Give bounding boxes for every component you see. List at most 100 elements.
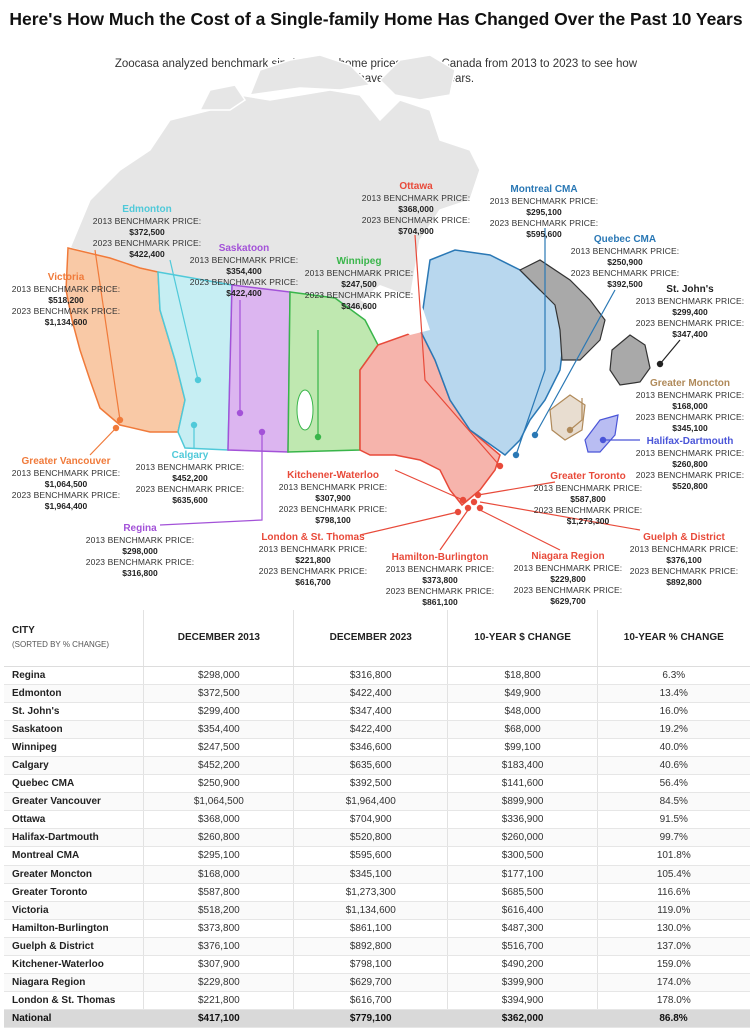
edmonton-leader-line: [169, 259, 199, 381]
label-value-2023: $345,100: [672, 423, 708, 433]
table-row: Quebec CMA $250,900 $392,500 $141,600 56.4%: [4, 774, 750, 794]
label-caption-2023: 2023 BENCHMARK PRICE:: [304, 290, 414, 300]
header-city: CITY (SORTED BY % CHANGE): [4, 610, 145, 667]
saskatchewan-shape: [227, 284, 291, 453]
hamilton-leader-line: [439, 509, 469, 551]
label-name: Halifax-Dartmouth: [646, 436, 734, 447]
label-value-2013: $307,900: [315, 493, 351, 503]
label-value-2023: $892,800: [666, 577, 702, 587]
edmonton-dot: [194, 376, 202, 384]
label-kitchener: Kitchener-Waterloo 2013 BENCHMARK PRICE:…: [277, 469, 389, 526]
label-caption-2013: 2013 BENCHMARK PRICE:: [385, 564, 495, 574]
cell-dollar-change: $141,600: [447, 774, 599, 794]
label-halifax: Halifax-Dartmouth 2013 BENCHMARK PRICE: …: [634, 435, 746, 492]
cell-dollar-change: $177,100: [447, 865, 599, 884]
label-name: Regina: [123, 523, 157, 534]
cell-pct-change: 91.5%: [597, 810, 750, 830]
label-name: Quebec CMA: [593, 234, 657, 245]
quebec-shape: [419, 249, 566, 456]
cell-pct-change: 105.4%: [597, 865, 750, 884]
label-value-2023: $422,400: [129, 249, 165, 259]
label-caption-2023: 2023 BENCHMARK PRICE:: [635, 412, 745, 422]
label-moncton: Greater Moncton 2013 BENCHMARK PRICE: $1…: [634, 377, 746, 434]
victoria-leader-line: [94, 249, 121, 421]
cell-dollar-change: $99,100: [447, 738, 599, 757]
cell-dec2023: $1,134,600: [293, 901, 449, 920]
cell-pct-change: 101.8%: [597, 846, 750, 866]
cell-city: Greater Toronto: [4, 883, 145, 902]
label-caption-2023: 2023 BENCHMARK PRICE:: [135, 484, 245, 494]
label-niagara: Niagara Region 2013 BENCHMARK PRICE: $22…: [512, 550, 624, 607]
table-row: Greater Vancouver $1,064,500 $1,964,400 $89…: [4, 792, 750, 812]
table-row: Victoria $518,200 $1,134,600 $616,400 119.0%: [4, 901, 750, 920]
label-name: Calgary: [171, 450, 209, 461]
cell-city: St. John's: [4, 702, 145, 721]
arctic-islands-shape: [198, 84, 247, 111]
table-row: Hamilton-Burlington $373,800 $861,100 $487,…: [4, 919, 750, 938]
cell-dec2013: $295,100: [143, 846, 295, 866]
label-value-2023: $392,500: [607, 279, 643, 289]
label-name: Greater Moncton: [649, 378, 730, 389]
label-ottawa: Ottawa 2013 BENCHMARK PRICE: $368,000 20…: [360, 180, 472, 237]
cell-pct-change: 178.0%: [597, 991, 750, 1011]
cell-dollar-change: $399,900: [447, 973, 599, 993]
cell-dec2013: $376,100: [143, 937, 295, 957]
table-row: Greater Toronto $587,800 $1,273,300 $685,50…: [4, 883, 750, 902]
cell-dec2013: $373,800: [143, 919, 295, 938]
cell-dollar-change: $616,400: [447, 901, 599, 920]
cell-dollar-change: $362,000: [447, 1009, 599, 1029]
niagara-leader-line: [479, 509, 561, 551]
label-value-2023: $635,600: [172, 495, 208, 505]
label-montreal: Montreal CMA 2013 BENCHMARK PRICE: $295,…: [488, 183, 600, 240]
hamilton-dot: [464, 504, 472, 512]
label-caption-2013: 2013 BENCHMARK PRICE:: [135, 462, 245, 472]
cell-dec2023: $1,273,300: [293, 883, 449, 902]
cell-city: Saskatoon: [4, 720, 145, 739]
new-brunswick-shape: [549, 394, 586, 441]
table-row: Edmonton $372,500 $422,400 $49,900 13.4%: [4, 684, 750, 703]
label-value-2023: $1,273,300: [566, 516, 610, 526]
label-name: St. John's: [666, 284, 714, 295]
label-name: Edmonton: [122, 204, 172, 215]
cell-pct-change: 16.0%: [597, 702, 750, 721]
price-table: CITY (SORTED BY % CHANGE) DECEMBER 2013 …: [4, 610, 750, 1029]
cell-dec2013: $298,000: [143, 666, 295, 685]
cell-pct-change: 174.0%: [597, 973, 750, 993]
label-caption-2023: 2023 BENCHMARK PRICE:: [635, 318, 745, 328]
label-calgary: Calgary 2013 BENCHMARK PRICE: $452,200 2…: [134, 449, 246, 506]
cell-city: Montreal CMA: [4, 846, 145, 866]
table-row: Calgary $452,200 $635,600 $183,400 40.6%: [4, 756, 750, 776]
cell-dec2023: $345,100: [293, 865, 449, 884]
label-edmonton: Edmonton 2013 BENCHMARK PRICE: $372,500 …: [92, 203, 202, 260]
label-caption-2013: 2013 BENCHMARK PRICE:: [489, 196, 599, 206]
table-row: Halifax-Dartmouth $260,800 $520,800 $260,00…: [4, 828, 750, 848]
label-caption-2013: 2013 BENCHMARK PRICE:: [533, 483, 643, 493]
label-name: Kitchener-Waterloo: [287, 470, 379, 481]
cell-dec2013: $417,100: [143, 1009, 295, 1029]
label-regina: Regina 2013 BENCHMARK PRICE: $298,000 20…: [84, 522, 196, 579]
cell-dec2013: $372,500: [143, 684, 295, 703]
label-caption-2023: 2023 BENCHMARK PRICE:: [11, 306, 121, 316]
quebec-dot: [531, 431, 539, 439]
table-row: Regina $298,000 $316,800 $18,800 6.3%: [4, 666, 750, 685]
cell-dec2023: $422,400: [293, 684, 449, 703]
cell-dec2023: $629,700: [293, 973, 449, 993]
moncton-leader-line: [569, 398, 583, 431]
cell-dec2023: $635,600: [293, 756, 449, 776]
calgary-dot: [190, 421, 198, 429]
label-caption-2013: 2013 BENCHMARK PRICE:: [278, 482, 388, 492]
table-row: Ottawa $368,000 $704,900 $336,900 91.5%: [4, 810, 750, 830]
cell-dollar-change: $487,300: [447, 919, 599, 938]
ottawa-leader-line: [414, 234, 501, 467]
montreal-leader-line: [515, 228, 546, 456]
cell-dollar-change: $48,000: [447, 702, 599, 721]
cell-pct-change: 119.0%: [597, 901, 750, 920]
cell-pct-change: 19.2%: [597, 720, 750, 739]
label-value-2023: $316,800: [122, 568, 158, 578]
montreal-dot: [512, 451, 520, 459]
label-name: Greater Toronto: [550, 471, 626, 482]
label-caption-2013: 2013 BENCHMARK PRICE:: [513, 563, 623, 573]
label-victoria: Victoria 2013 BENCHMARK PRICE: $518,200 …: [10, 271, 122, 328]
cell-dec2013: $247,500: [143, 738, 295, 757]
cell-dec2013: $299,400: [143, 702, 295, 721]
